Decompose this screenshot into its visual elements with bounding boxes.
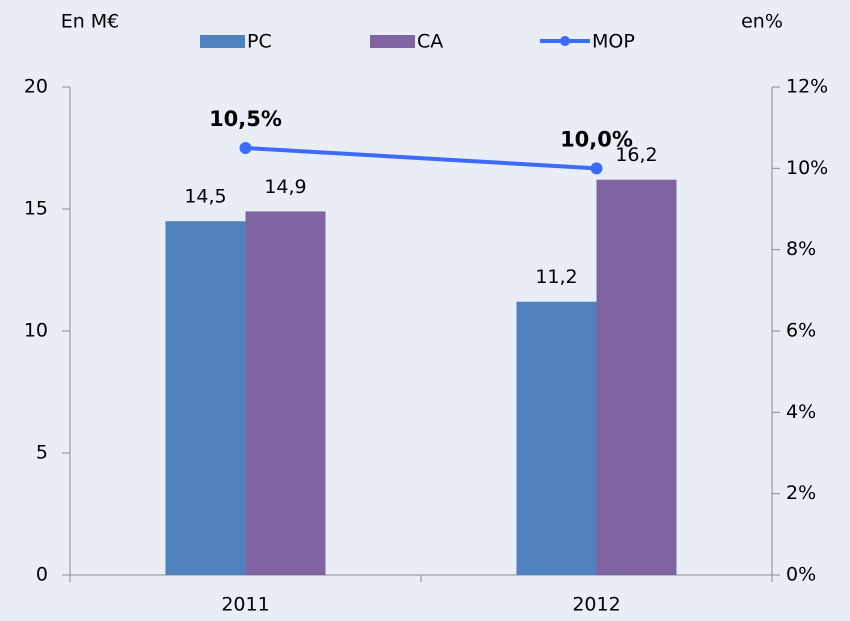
x-tick-label: 2011 bbox=[221, 594, 269, 616]
bar bbox=[596, 179, 677, 575]
bar-value-label: 14,5 bbox=[184, 186, 226, 208]
line-marker bbox=[590, 162, 603, 175]
y2-tick-label: 6% bbox=[786, 320, 816, 342]
legend-marker bbox=[560, 36, 570, 46]
line-value-label: 10,5% bbox=[209, 107, 282, 131]
bar-value-label: 14,9 bbox=[264, 176, 306, 198]
y-axis-label: En M€ bbox=[61, 11, 120, 33]
line-value-label: 10,0% bbox=[560, 127, 633, 151]
y2-tick-label: 2% bbox=[786, 482, 816, 504]
bar-value-label: 16,2 bbox=[615, 144, 657, 166]
y2-axis-label: en% bbox=[741, 11, 783, 33]
bar bbox=[516, 301, 597, 575]
y2-tick-label: 10% bbox=[786, 157, 828, 179]
x-tick-label: 2012 bbox=[572, 594, 620, 616]
line bbox=[245, 146, 597, 171]
legend-swatch bbox=[370, 35, 415, 48]
y2-tick-label: 4% bbox=[786, 401, 816, 423]
bar bbox=[245, 211, 326, 575]
y-tick-label: 10 bbox=[24, 320, 48, 342]
line-marker bbox=[239, 142, 252, 154]
y-tick-label: 0 bbox=[36, 564, 48, 586]
legend-label: PC bbox=[247, 31, 272, 53]
y-tick-label: 20 bbox=[24, 76, 48, 98]
legend-label: MOP bbox=[592, 31, 635, 53]
bar bbox=[165, 221, 246, 575]
y2-tick-label: 0% bbox=[786, 564, 816, 586]
bar-value-label: 11,2 bbox=[535, 266, 577, 288]
legend-label: CA bbox=[417, 31, 443, 53]
legend-swatch bbox=[200, 35, 245, 48]
y-tick-label: 15 bbox=[24, 198, 48, 220]
y-tick-label: 5 bbox=[36, 442, 48, 464]
y2-tick-label: 12% bbox=[786, 76, 828, 98]
y2-tick-label: 8% bbox=[786, 238, 816, 260]
